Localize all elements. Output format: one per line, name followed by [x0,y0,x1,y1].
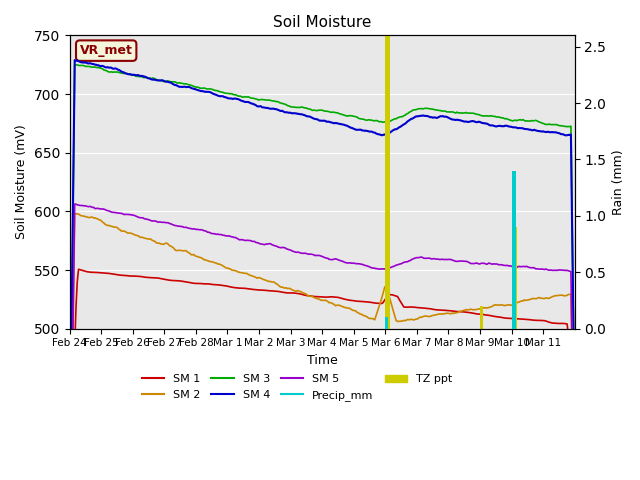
Bar [387,317,388,329]
Bar [480,306,482,329]
Bar [385,317,387,329]
Bar [515,227,516,329]
Bar [515,171,516,329]
Bar [385,36,387,329]
Title: Soil Moisture: Soil Moisture [273,15,371,30]
Bar [513,171,515,329]
Bar [512,171,514,329]
Legend: SM 1, SM 2, SM 3, SM 4, SM 5, Precip_mm, TZ ppt: SM 1, SM 2, SM 3, SM 4, SM 5, Precip_mm,… [138,370,456,405]
Bar [516,227,518,329]
Bar [512,227,514,329]
X-axis label: Time: Time [307,354,337,367]
Bar [388,36,390,329]
Bar [387,36,388,329]
Text: VR_met: VR_met [80,44,132,57]
Y-axis label: Rain (mm): Rain (mm) [612,149,625,215]
Bar [481,306,483,329]
Y-axis label: Soil Moisture (mV): Soil Moisture (mV) [15,125,28,240]
Bar [513,227,515,329]
